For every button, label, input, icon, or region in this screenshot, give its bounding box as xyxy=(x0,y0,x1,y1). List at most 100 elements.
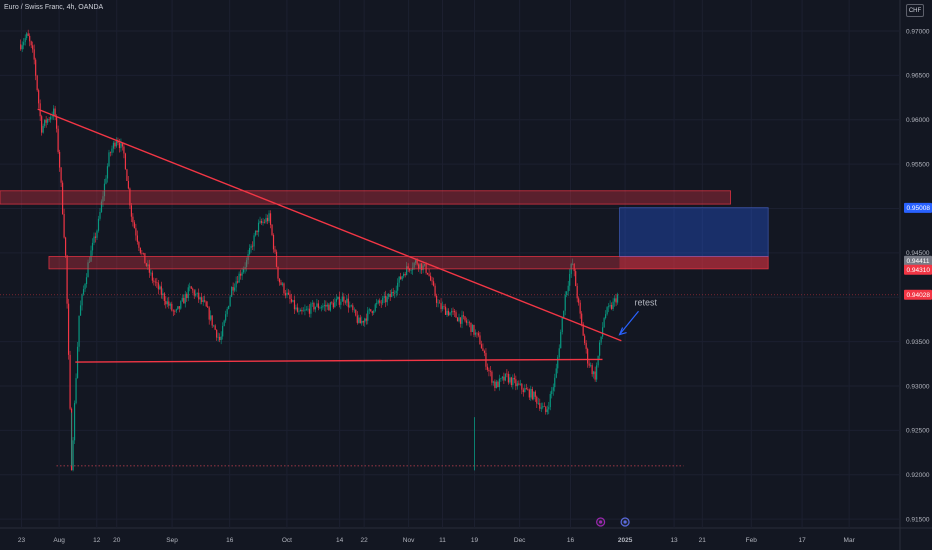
candle-body xyxy=(377,300,379,303)
candle-body xyxy=(284,293,287,296)
candle-body xyxy=(600,336,602,343)
candle-body xyxy=(114,142,116,147)
candle-body xyxy=(189,286,191,288)
candle-body xyxy=(501,376,503,379)
candle-body xyxy=(157,282,159,290)
candle-body xyxy=(349,305,351,308)
candle-body xyxy=(298,311,300,312)
price-tick-label: 0.91500 xyxy=(906,516,930,523)
candle-body xyxy=(379,300,381,303)
candle-body xyxy=(181,297,183,302)
candle-body xyxy=(262,221,264,223)
candle-body xyxy=(510,377,512,386)
candle-body xyxy=(319,307,321,309)
candle-body xyxy=(429,275,432,281)
candle-body xyxy=(87,262,89,278)
candle-body xyxy=(476,332,478,334)
candle-body xyxy=(186,294,188,299)
candle-body xyxy=(299,309,302,312)
candle-body xyxy=(79,305,82,316)
candle-body xyxy=(281,283,284,285)
price-axis[interactable]: 0.970000.965000.960000.955000.950000.945… xyxy=(904,28,932,523)
candle-body xyxy=(313,303,315,310)
candle-body xyxy=(428,274,430,276)
candle-body xyxy=(588,363,590,366)
candle-body xyxy=(563,310,565,318)
candle-body xyxy=(610,305,613,309)
candle-body xyxy=(480,344,483,349)
candle-body xyxy=(590,365,592,366)
candle-body xyxy=(355,309,357,316)
candle-body xyxy=(587,348,589,364)
candle-body xyxy=(184,294,186,304)
candle-body xyxy=(546,409,548,413)
candle-body xyxy=(605,314,607,319)
candle-body xyxy=(103,183,106,197)
candle-body xyxy=(503,376,505,381)
candle-body xyxy=(287,292,290,295)
candle-body xyxy=(180,301,182,309)
candle-body xyxy=(60,167,62,183)
candle-body xyxy=(237,281,239,283)
time-axis[interactable]: 23 Aug 12 20 Sep 16 Oct 14 22 Nov 11 19 Dec 16 2025 13 2… xyxy=(18,517,856,544)
candle-body xyxy=(310,303,312,314)
candle-body xyxy=(528,389,530,398)
time-tick-label: Feb xyxy=(746,537,758,544)
candle-body xyxy=(543,406,545,407)
candle-body xyxy=(613,298,616,302)
candle-body xyxy=(24,38,26,43)
candle-body xyxy=(397,282,399,291)
candle-body xyxy=(289,294,291,300)
candle-body xyxy=(61,182,64,215)
candle-body xyxy=(147,264,149,266)
candle-body xyxy=(190,286,192,289)
candle-body xyxy=(597,355,599,366)
candle-body xyxy=(555,368,557,378)
candle-body xyxy=(317,303,319,309)
time-tick-label: 20 xyxy=(113,537,121,544)
candle-body xyxy=(548,407,550,410)
time-tick-label: Mar xyxy=(844,537,856,544)
candle-body xyxy=(112,142,115,149)
candle-body xyxy=(331,302,333,304)
candle-body xyxy=(169,303,171,306)
candle-body xyxy=(222,325,224,337)
candle-body xyxy=(27,33,29,36)
annotations: retest xyxy=(618,297,658,336)
time-tick-label: 16 xyxy=(226,537,234,544)
candle-body xyxy=(229,296,231,306)
candle-body xyxy=(329,302,331,311)
candle-body xyxy=(558,348,560,358)
candle-body xyxy=(67,303,70,355)
candle-body xyxy=(59,151,61,168)
candle-body xyxy=(334,301,336,308)
candle-body xyxy=(63,214,65,238)
candle-body xyxy=(314,306,317,310)
price-tick-label: 0.95500 xyxy=(906,161,930,168)
time-tick-label: Aug xyxy=(53,537,65,544)
candle-body xyxy=(153,280,155,282)
candle-body xyxy=(244,266,246,269)
candle-body xyxy=(573,263,575,272)
price-label-bg xyxy=(904,255,932,266)
stop-zone xyxy=(619,256,769,269)
time-tick-label: Sep xyxy=(166,537,178,544)
annotation-text: retest xyxy=(635,297,658,307)
time-tick-label: 2025 xyxy=(618,537,633,544)
candle-body xyxy=(551,390,553,395)
candle-body xyxy=(50,117,52,120)
candle-body xyxy=(238,273,240,283)
candle-body xyxy=(225,314,227,321)
candle-body xyxy=(102,196,104,202)
candle-body xyxy=(400,276,402,280)
candle-body xyxy=(522,389,524,393)
candle-body xyxy=(257,222,260,233)
candle-body xyxy=(241,272,243,276)
candle-body xyxy=(220,336,222,341)
currency-button[interactable]: CHF xyxy=(906,4,924,17)
candle-body xyxy=(579,302,581,314)
candles xyxy=(20,29,619,472)
candle-body xyxy=(344,301,346,303)
candle-body xyxy=(382,297,384,304)
